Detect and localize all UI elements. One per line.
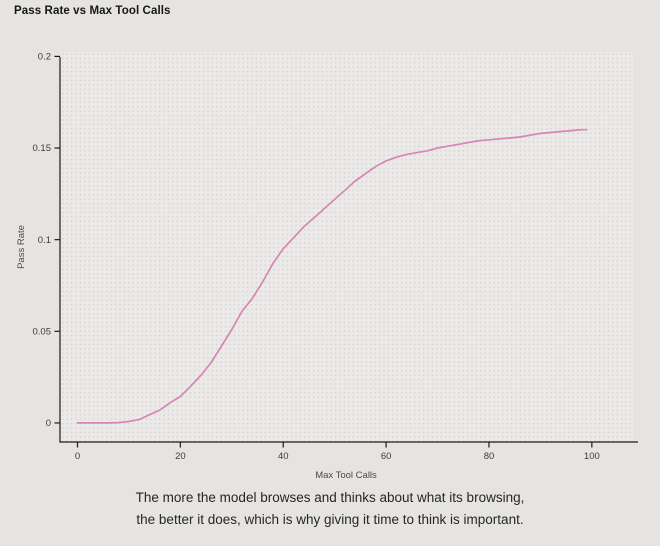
y-axis-tick-label: 0.1 <box>38 235 51 246</box>
axis-lines <box>59 57 638 443</box>
caption-line-1: The more the model browses and thinks ab… <box>135 490 525 505</box>
y-axis-tick-label: 0.2 <box>38 52 51 63</box>
x-axis-tick-label: 0 <box>75 451 80 462</box>
chart-caption: The more the model browses and thinks ab… <box>0 487 660 530</box>
plot-area <box>60 52 633 442</box>
axes <box>59 57 638 443</box>
x-axis-tick-label: 100 <box>584 451 600 462</box>
pass-rate-line <box>76 128 588 424</box>
y-axis-tick-label: 0.05 <box>33 327 52 338</box>
line-chart: 0 0.05 0.1 0.15 0.2 0 20 40 60 80 100 Pass Rate Ma… <box>16 52 638 481</box>
x-axis-tick-label: 40 <box>278 451 289 462</box>
y-axis-title: Pass Rate <box>16 225 27 269</box>
caption-line-2: the better it does, which is why giving … <box>136 511 524 527</box>
y-axis-tick-label: 0.15 <box>33 143 52 154</box>
x-axis-tick-label: 20 <box>175 451 186 462</box>
axis-ticks: 0 0.05 0.1 0.15 0.2 0 20 40 60 80 100 <box>33 52 600 462</box>
x-axis-tick-label: 80 <box>484 451 495 462</box>
x-axis-title: Max Tool Calls <box>315 470 377 481</box>
chart-title: Pass Rate vs Max Tool Calls <box>14 5 171 17</box>
x-axis-tick-label: 60 <box>381 451 392 462</box>
series-lines <box>76 128 588 424</box>
y-axis-tick-label: 0 <box>46 418 51 429</box>
